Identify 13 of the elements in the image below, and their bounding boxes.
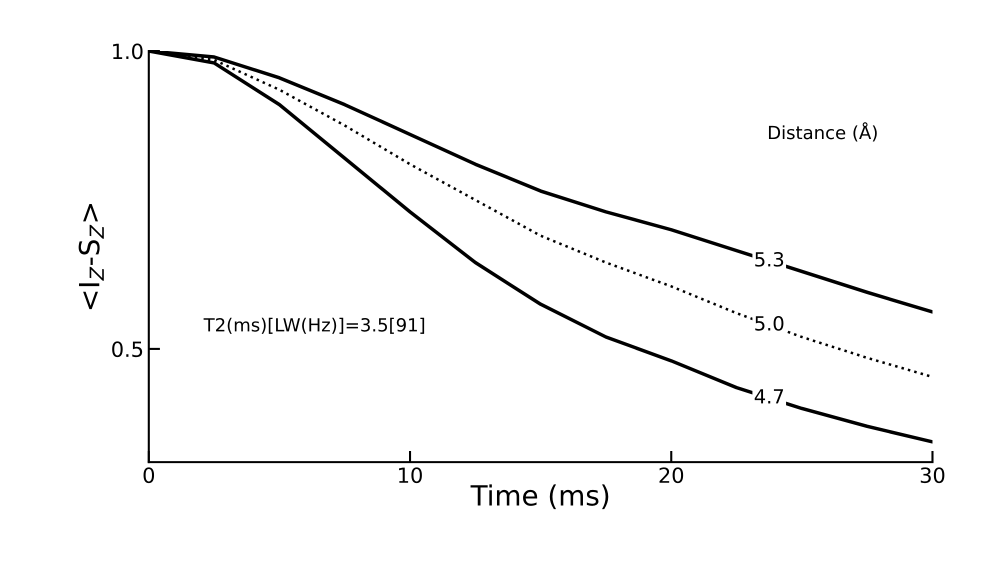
series-label: 5.0 bbox=[755, 316, 784, 331]
y-tick-label: 0.5 bbox=[112, 341, 142, 358]
y-tick-label: 1.0 bbox=[113, 43, 143, 60]
x-tick-label: 10 bbox=[399, 467, 422, 484]
x-tick-label: 30 bbox=[920, 467, 944, 484]
y-axis-title: <I$_{Z}$-S$_{Z}$> bbox=[78, 204, 104, 310]
x-tick-label: 0 bbox=[144, 467, 154, 484]
x-axis-title: Time (ms) bbox=[470, 484, 608, 510]
series-label: 5.3 bbox=[755, 252, 784, 267]
series-label: 4.7 bbox=[754, 389, 784, 404]
annotation: T2(ms)[LW(Hz)]=3.5[91] bbox=[204, 318, 424, 334]
legend-title: Distance (Å) bbox=[768, 122, 877, 142]
x-tick-label: 20 bbox=[660, 467, 684, 484]
